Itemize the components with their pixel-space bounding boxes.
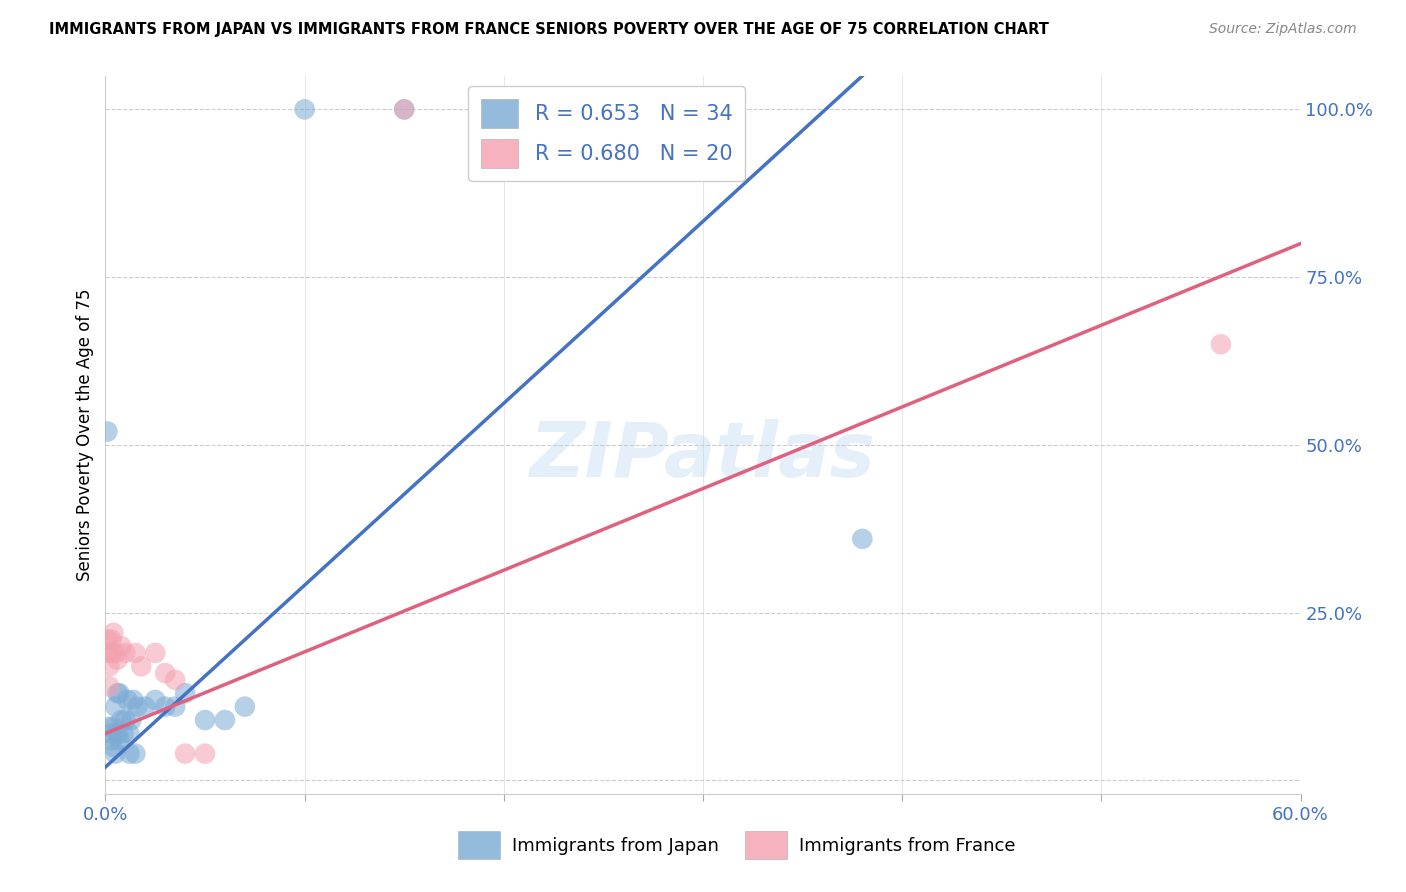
Point [129,659,153,673]
Point [104,747,127,761]
FancyBboxPatch shape [458,831,501,858]
Point [103,739,125,754]
Point [143,693,166,707]
Point [107,726,129,740]
Text: Immigrants from France: Immigrants from France [799,838,1015,855]
Point [117,693,139,707]
Point [214,713,236,727]
Point [124,747,146,761]
Text: Immigrants from Japan: Immigrants from Japan [512,838,718,855]
Point [392,103,416,117]
Text: Source: ZipAtlas.com: Source: ZipAtlas.com [1209,22,1357,37]
Point [98,720,121,734]
Point [143,646,166,660]
Point [100,632,122,647]
Point [100,726,122,740]
Point [851,532,873,546]
Point [96,646,118,660]
Point [110,639,132,653]
Point [194,713,217,727]
Legend: R = 0.653   N = 34, R = 0.680   N = 20: R = 0.653 N = 34, R = 0.680 N = 20 [468,87,745,180]
Point [112,726,135,740]
Point [118,747,141,761]
Point [104,646,127,660]
Point [103,625,125,640]
Point [100,733,122,747]
Point [174,747,197,761]
Point [107,686,129,700]
Point [1209,337,1232,351]
Point [96,632,118,647]
Point [294,103,316,117]
Point [100,646,122,660]
Point [114,646,136,660]
Point [103,720,125,734]
Point [114,713,136,727]
Text: ZIPatlas: ZIPatlas [530,419,876,493]
Point [122,693,145,707]
Point [165,673,187,687]
Point [153,666,177,681]
Point [108,686,131,700]
Point [233,699,256,714]
Point [194,747,217,761]
Point [392,103,416,117]
Point [110,713,132,727]
Point [134,699,156,714]
Point [96,425,118,439]
Point [118,726,141,740]
Point [174,686,197,700]
Point [153,699,177,714]
Text: IMMIGRANTS FROM JAPAN VS IMMIGRANTS FROM FRANCE SENIORS POVERTY OVER THE AGE OF : IMMIGRANTS FROM JAPAN VS IMMIGRANTS FROM… [49,22,1049,37]
Point [98,680,121,694]
Point [98,659,121,673]
Point [165,699,187,714]
Point [127,699,149,714]
Point [104,699,127,714]
Point [108,733,131,747]
Point [107,653,129,667]
Y-axis label: Seniors Poverty Over the Age of 75: Seniors Poverty Over the Age of 75 [76,289,94,581]
Point [124,646,146,660]
Point [672,103,695,117]
Point [120,713,142,727]
FancyBboxPatch shape [745,831,787,858]
